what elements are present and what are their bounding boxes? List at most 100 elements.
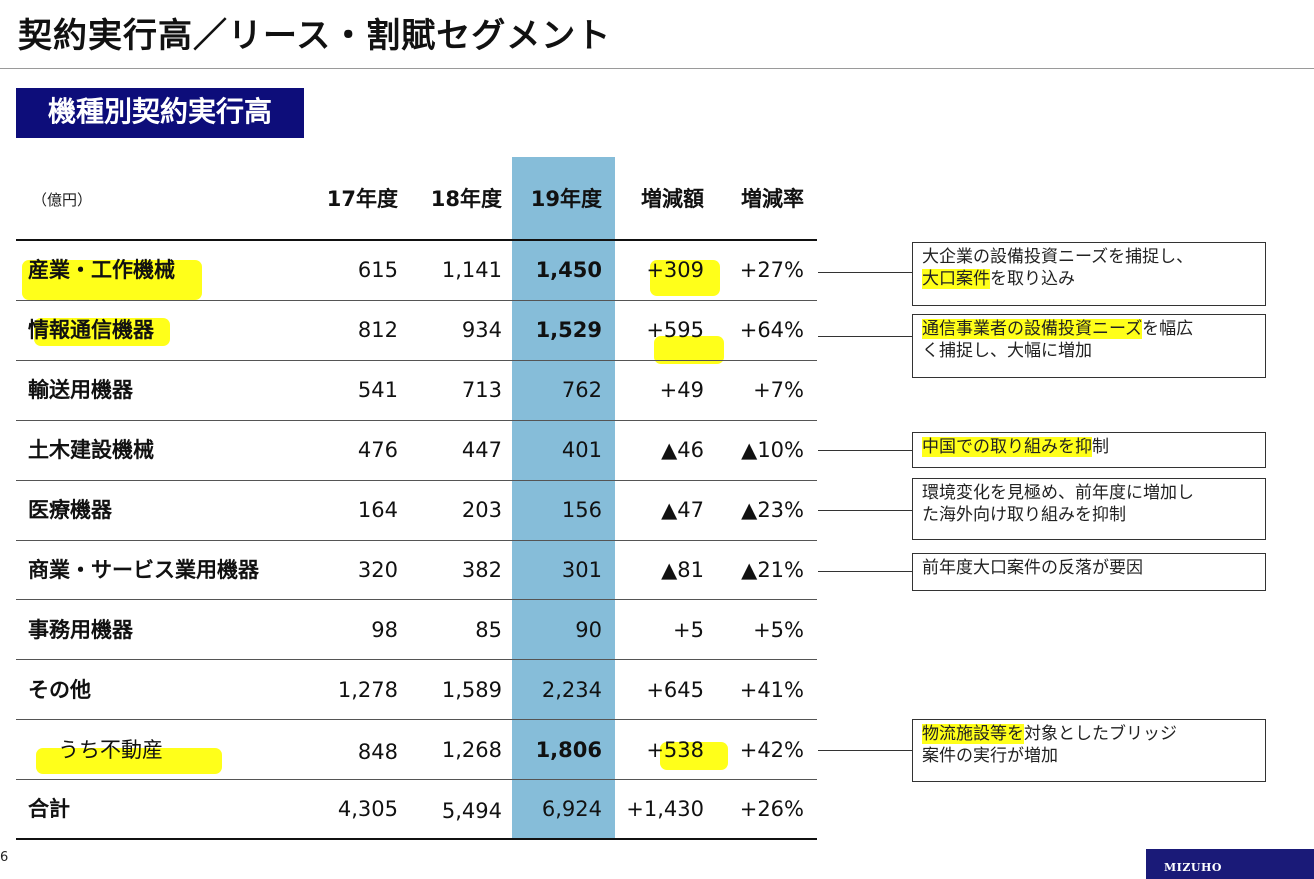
fy18-value: 447 bbox=[461, 438, 502, 462]
rate-value: +26% bbox=[739, 797, 804, 821]
marker-highlight bbox=[34, 318, 170, 346]
marker-highlight bbox=[654, 336, 724, 364]
fy19-column-highlight bbox=[512, 157, 615, 839]
fy19-value: 156 bbox=[561, 498, 602, 522]
row-label: 医療機器 bbox=[28, 498, 112, 522]
row-divider bbox=[16, 719, 817, 720]
note-text: 制 bbox=[1092, 437, 1109, 457]
note-line: 前年度大口案件の反落が要因 bbox=[922, 558, 1143, 578]
fy18-value: 1,268 bbox=[441, 738, 502, 762]
fy18-value: 5,494 bbox=[441, 799, 502, 823]
note-highlight: 物流施設等を bbox=[922, 724, 1024, 744]
row-divider bbox=[16, 659, 817, 660]
row-label: うち不動産 bbox=[58, 738, 163, 762]
unit-label: （億円） bbox=[32, 191, 93, 209]
fy19-value: 90 bbox=[575, 618, 602, 642]
note-line: 環境変化を見極め、前年度に増加し bbox=[922, 483, 1194, 503]
row-divider bbox=[16, 599, 817, 600]
section-label: 機種別契約実行高 bbox=[16, 88, 304, 138]
fy18-value: 203 bbox=[461, 498, 502, 522]
column-header-fy19: 19年度 bbox=[530, 187, 602, 211]
fy18-value: 382 bbox=[461, 558, 502, 582]
change-value: +538 bbox=[646, 738, 704, 762]
column-header-rate: 増減率 bbox=[741, 187, 804, 211]
fy17-value: 1,278 bbox=[337, 678, 398, 702]
note-highlight: 中国での取り組みを抑 bbox=[922, 437, 1092, 457]
marker-highlight bbox=[36, 748, 222, 774]
row-divider bbox=[16, 300, 817, 301]
note-commercial: 前年度大口案件の反落が要因 bbox=[912, 553, 1266, 591]
fy19-value: 401 bbox=[561, 438, 602, 462]
title-divider bbox=[0, 68, 1314, 69]
rate-value: +41% bbox=[739, 678, 804, 702]
row-divider bbox=[16, 360, 817, 361]
note-line: 大企業の設備投資ニーズを捕捉し、 bbox=[922, 247, 1194, 267]
row-label: 産業・工作機械 bbox=[28, 258, 175, 282]
note-line: 案件の実行が増加 bbox=[922, 746, 1058, 766]
rate-value: ▲23% bbox=[741, 498, 804, 522]
change-value: ▲46 bbox=[661, 438, 704, 462]
change-value: +595 bbox=[646, 318, 704, 342]
note-text: 対象としたブリッジ bbox=[1024, 724, 1177, 744]
note-text: を取り込み bbox=[990, 269, 1075, 289]
table-header-rule bbox=[16, 239, 817, 241]
rate-value: +64% bbox=[739, 318, 804, 342]
note-connector bbox=[818, 336, 912, 337]
note-connector bbox=[818, 750, 912, 751]
fy19-value: 6,924 bbox=[541, 797, 602, 821]
row-divider bbox=[16, 779, 817, 780]
row-label: 商業・サービス業用機器 bbox=[28, 558, 259, 582]
note-line: く捕捉し、大幅に増加 bbox=[922, 341, 1092, 361]
note-construction: 中国での取り組みを抑制 bbox=[912, 432, 1266, 468]
row-label: 情報通信機器 bbox=[28, 318, 154, 342]
note-highlight: 大口案件 bbox=[922, 269, 990, 289]
note-realestate: 物流施設等を対象としたブリッジ 案件の実行が増加 bbox=[912, 719, 1266, 782]
fy17-value: 615 bbox=[357, 258, 398, 282]
note-line: 中国での取り組みを抑制 bbox=[922, 436, 1256, 458]
row-divider bbox=[16, 480, 817, 481]
fy19-value: 1,806 bbox=[535, 738, 602, 762]
fy19-value: 1,450 bbox=[535, 258, 602, 282]
rate-value: +27% bbox=[739, 258, 804, 282]
note-connector bbox=[818, 571, 912, 572]
rate-value: +42% bbox=[739, 738, 804, 762]
note-line: た海外向け取り組みを抑制 bbox=[922, 505, 1126, 525]
change-value: +309 bbox=[646, 258, 704, 282]
marker-highlight bbox=[22, 260, 202, 300]
fy18-value: 1,589 bbox=[441, 678, 502, 702]
note-highlight: 通信事業者の設備投資ニーズ bbox=[922, 319, 1143, 339]
fy18-value: 934 bbox=[461, 318, 502, 342]
note-line: 大口案件を取り込み bbox=[922, 268, 1256, 290]
change-value: +1,430 bbox=[626, 797, 704, 821]
rate-value: ▲10% bbox=[741, 438, 804, 462]
rate-value: +5% bbox=[753, 618, 804, 642]
column-header-fy17: 17年度 bbox=[326, 187, 398, 211]
fy17-value: 4,305 bbox=[337, 797, 398, 821]
row-label: その他 bbox=[28, 678, 91, 702]
change-value: +645 bbox=[646, 678, 704, 702]
fy17-value: 812 bbox=[357, 318, 398, 342]
note-connector bbox=[818, 272, 912, 273]
row-label-total: 合計 bbox=[28, 797, 70, 821]
note-medical: 環境変化を見極め、前年度に増加し た海外向け取り組みを抑制 bbox=[912, 478, 1266, 540]
note-text: を幅広 bbox=[1142, 319, 1194, 339]
note-industrial: 大企業の設備投資ニーズを捕捉し、 大口案件を取り込み bbox=[912, 242, 1266, 306]
fy19-value: 2,234 bbox=[541, 678, 602, 702]
fy17-value: 476 bbox=[357, 438, 398, 462]
fy18-value: 713 bbox=[461, 378, 502, 402]
rate-value: ▲21% bbox=[741, 558, 804, 582]
column-header-change: 増減額 bbox=[641, 187, 704, 211]
row-divider bbox=[16, 540, 817, 541]
row-label: 事務用機器 bbox=[28, 618, 133, 642]
note-telecom: 通信事業者の設備投資ニーズを幅広 く捕捉し、大幅に増加 bbox=[912, 314, 1266, 378]
fy17-value: 320 bbox=[357, 558, 398, 582]
fy17-value: 848 bbox=[357, 740, 398, 764]
fy18-value: 1,141 bbox=[441, 258, 502, 282]
fy19-value: 301 bbox=[561, 558, 602, 582]
fy19-value: 762 bbox=[561, 378, 602, 402]
change-value: +49 bbox=[659, 378, 704, 402]
company-logo: MIZUHO bbox=[1146, 849, 1314, 879]
logo-text: MIZUHO bbox=[1164, 861, 1222, 874]
table-bottom-rule bbox=[16, 838, 817, 840]
page-number: 6 bbox=[0, 850, 9, 865]
